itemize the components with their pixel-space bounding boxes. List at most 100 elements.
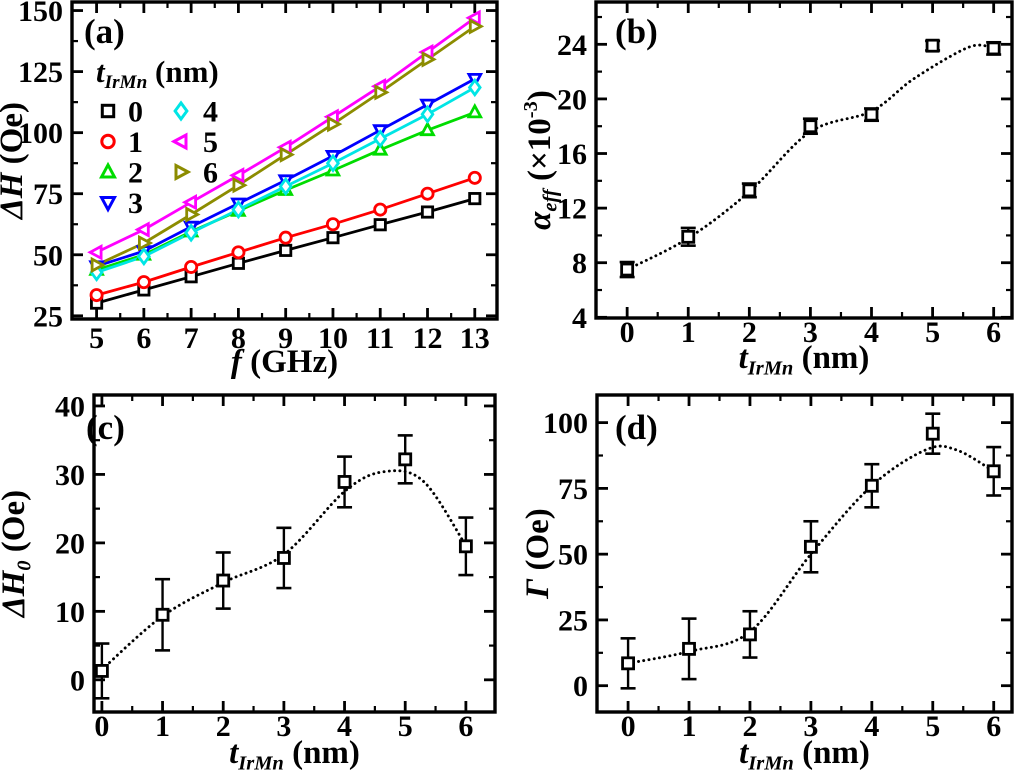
y-tick-label: 25	[33, 300, 63, 333]
x-tick-label: 5	[89, 322, 104, 355]
x-tick-label: 4	[864, 710, 879, 743]
circle-marker	[325, 217, 340, 232]
triangle-right-marker	[468, 18, 485, 35]
square-marker	[864, 478, 879, 493]
y-tick-label: 12	[557, 193, 587, 226]
square-marker	[682, 641, 696, 656]
x-tick-label: 5	[925, 316, 940, 349]
plot-frame	[594, 0, 1014, 320]
y-tick-label: 75	[558, 473, 588, 506]
y-axis-label: ΔH (Oe)	[0, 102, 30, 221]
error-bars	[619, 39, 1002, 279]
legend-entry-label: 0	[128, 96, 143, 129]
triangle-right-marker	[327, 115, 343, 133]
y-axis-label: ΔH0 (Oe)	[0, 490, 36, 619]
circle-marker	[184, 259, 199, 274]
triangle-up-marker	[98, 161, 118, 179]
x-tick-label: 12	[413, 322, 443, 355]
x-tick-label: 6	[986, 710, 1001, 743]
x-tick-label: 5	[398, 710, 413, 743]
square-marker	[925, 38, 940, 53]
triangle-right-marker	[421, 51, 437, 68]
y-tick-label: 30	[55, 459, 85, 492]
square-marker	[100, 103, 116, 119]
data-markers	[620, 38, 1001, 277]
axes	[596, 2, 1012, 319]
square-marker	[276, 551, 291, 565]
y-tick-label: 20	[55, 527, 85, 560]
y-axis-label: Γ (Oe)	[520, 508, 556, 599]
series-4-markers	[89, 77, 482, 282]
x-tick-label: 4	[337, 710, 352, 743]
diamond-marker	[173, 100, 189, 122]
diamond-marker	[467, 77, 482, 98]
y-tick-label: 25	[558, 604, 588, 637]
y-tick-label: 100	[18, 117, 63, 150]
y-tick-label: 4	[572, 302, 587, 335]
series-0-markers	[90, 192, 482, 310]
square-marker	[373, 218, 387, 232]
diamond-marker	[373, 129, 388, 149]
triangle-left-marker	[181, 194, 198, 211]
x-tick-label: 0	[621, 710, 636, 743]
axes	[597, 395, 1012, 712]
legend-entry-label: 6	[203, 157, 218, 190]
x-tick-label: 10	[318, 322, 348, 355]
x-tick-label: 2	[216, 710, 231, 743]
series-1-markers	[89, 170, 482, 303]
square-marker	[925, 426, 940, 441]
x-tick-label: 13	[460, 322, 490, 355]
axes	[72, 2, 497, 319]
panel-letter: (d)	[615, 408, 658, 447]
circle-marker	[100, 133, 116, 150]
circle-marker	[467, 170, 482, 185]
y-axis-label: αeff (×10-3)	[520, 90, 562, 230]
square-marker	[216, 573, 231, 588]
trend-dotted-line	[626, 444, 996, 665]
x-tick-label: 3	[803, 316, 818, 349]
y-tick-label: 50	[33, 239, 63, 272]
triangle-down-marker	[98, 196, 118, 213]
x-tick-label: 2	[742, 316, 757, 349]
y-tick-label: 24	[557, 29, 587, 62]
diamond-marker	[184, 223, 199, 243]
square-marker	[803, 539, 818, 554]
square-marker	[458, 539, 473, 554]
x-tick-label: 3	[276, 710, 291, 743]
tick-labels: 0 1 2 3 4 5 6 0 25 50 75 100	[543, 407, 1001, 743]
y-tick-label: 20	[557, 83, 587, 116]
x-tick-label: 9	[278, 322, 293, 355]
y-tick-label: 10	[55, 596, 85, 629]
diamond-marker	[420, 104, 435, 124]
circle-marker	[373, 202, 388, 217]
panel-d-chart: 0 1 2 3 4 5 6 0 25 50 75 100 tIrMn (nm) Γ (Oe) (d)	[520, 393, 1014, 775]
x-tick-label: 11	[366, 322, 394, 355]
square-marker	[231, 256, 245, 270]
x-axis-label: tIrMn (nm)	[229, 735, 360, 775]
legend-title: tIrMn (nm)	[96, 54, 219, 93]
square-marker	[326, 231, 340, 245]
panel-c-chart: 0 1 2 3 4 5 6 0 10 20 30 40 tIrMn (nm) ΔH0 (Oe) (c)	[0, 390, 497, 775]
x-axis-label: f (GHz)	[231, 344, 338, 380]
series-6-markers	[90, 18, 485, 274]
x-tick-label: 4	[864, 316, 879, 349]
triangle-left-marker	[87, 244, 103, 261]
triangle-right-marker	[279, 146, 296, 163]
legend-entry-label: 2	[128, 157, 143, 190]
x-tick-label: 6	[986, 316, 1001, 349]
plot-frame	[70, 0, 499, 321]
plot-data	[94, 434, 474, 700]
square-marker	[279, 243, 293, 257]
x-tick-label: 3	[803, 710, 818, 743]
triangle-right-marker	[232, 176, 248, 194]
square-marker	[468, 192, 482, 206]
y-tick-label: 150	[18, 0, 63, 28]
square-marker	[986, 41, 1001, 56]
diamond-marker	[136, 246, 151, 267]
y-tick-label: 8	[572, 247, 587, 280]
